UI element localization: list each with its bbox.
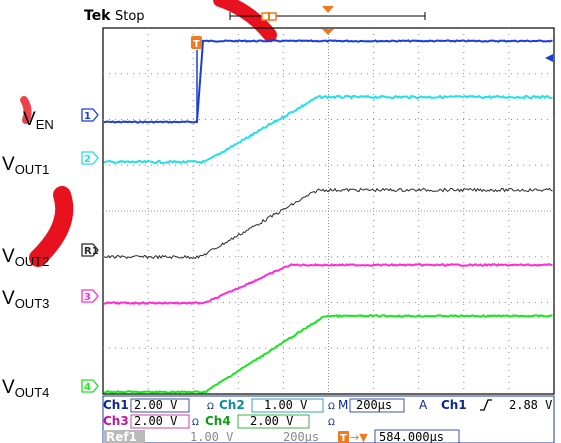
ch1-label[interactable]: Ch1	[103, 398, 129, 412]
label-vout4-sub: OUT4	[14, 385, 50, 400]
label-vout3-main: V	[2, 288, 15, 309]
watermark-arc-tail	[20, 96, 32, 124]
channel-markers: 1 2 R1 3 4	[81, 108, 99, 393]
label-vout4: VOUT4	[2, 378, 49, 399]
marker-ch4-label: 4	[84, 382, 91, 393]
ch4-scale: 2.00 V	[250, 414, 293, 428]
trigger-level-icon	[545, 54, 553, 62]
bw-icon-ch1: Ω	[207, 402, 214, 412]
label-vout1-sub: OUT1	[14, 162, 50, 177]
marker-ch3-label: 3	[84, 292, 91, 303]
label-ven-main: V	[23, 109, 36, 130]
readout-panel: Ch1 2.00 V Ω Ch2 1.00 V Ω M 200µs A Ch1 …	[102, 395, 555, 443]
ch2-scale: 1.00 V	[264, 398, 307, 412]
marker-ref1[interactable]: R1	[81, 243, 99, 257]
ref1-tab[interactable]	[103, 430, 145, 443]
label-vout3-sub: OUT3	[14, 296, 50, 311]
brand-label: Tek	[84, 8, 111, 24]
label-vout2-main: V	[2, 246, 15, 267]
trigger-pos-arrow: →▼	[350, 431, 368, 443]
waveform-ch3	[103, 263, 553, 305]
ch2-label[interactable]: Ch2	[219, 398, 245, 412]
waveform-ch2	[103, 94, 553, 165]
marker-ref1-label: R1	[84, 246, 99, 257]
timebase-prefix: M	[338, 398, 348, 412]
waveform-ch1	[103, 39, 553, 124]
trigger-marker: T	[191, 36, 202, 50]
graticule-grid	[103, 28, 554, 394]
run-state-label: Stop	[115, 9, 145, 24]
trigger-mode: A	[419, 398, 428, 412]
waveforms	[103, 39, 553, 394]
label-vout1: VOUT1	[2, 155, 49, 176]
watermark-arc-left	[29, 186, 74, 267]
marker-ch1[interactable]: 1	[81, 108, 99, 122]
trigger-source[interactable]: Ch1	[441, 398, 467, 412]
record-view-bar[interactable]	[229, 12, 426, 21]
svg-text:T: T	[193, 39, 200, 50]
ch3-label[interactable]: Ch3	[103, 414, 129, 428]
waveform-ref1	[103, 187, 553, 260]
trigger-pos-icon-bg	[338, 431, 349, 443]
ch3-scale: 2.00 V	[134, 414, 177, 428]
label-vout2: VOUT2	[2, 247, 49, 268]
bw-icon-ch3: Ω	[192, 418, 199, 428]
ref1-label: Ref1	[106, 430, 137, 443]
ref1-time: 200µs	[283, 430, 319, 443]
label-vout2-sub: OUT2	[14, 254, 50, 269]
trigger-slope-icon	[480, 399, 492, 411]
bw-icon-ch2: Ω	[328, 402, 335, 412]
timebase-value[interactable]: 200µs	[356, 398, 392, 412]
label-ven: VEN	[23, 110, 54, 131]
waveform-ch4	[104, 313, 553, 394]
label-ven-sub: EN	[35, 117, 54, 132]
label-vout4-main: V	[2, 377, 15, 398]
marker-ch2[interactable]: 2	[81, 151, 99, 165]
trigger-level[interactable]: 2.88 V	[509, 398, 552, 412]
marker-ch4[interactable]: 4	[81, 379, 99, 393]
ch1-scale: 2.00 V	[134, 398, 177, 412]
label-vout3: VOUT3	[2, 289, 49, 310]
ch4-label[interactable]: Ch4	[205, 414, 231, 428]
watermark-arc-top	[213, 0, 277, 42]
trigger-position-value[interactable]: 584.000µs	[379, 430, 444, 443]
trigger-position-icon-top	[322, 6, 334, 13]
ref1-scale: 1.00 V	[190, 430, 233, 443]
trigger-pos-icon: T	[340, 433, 347, 443]
bw-icon-ch4: Ω	[328, 418, 335, 428]
marker-ch1-label: 1	[84, 111, 91, 122]
label-vout1-main: V	[2, 154, 15, 175]
marker-ch2-label: 2	[84, 154, 91, 165]
marker-ch3[interactable]: 3	[81, 289, 99, 303]
